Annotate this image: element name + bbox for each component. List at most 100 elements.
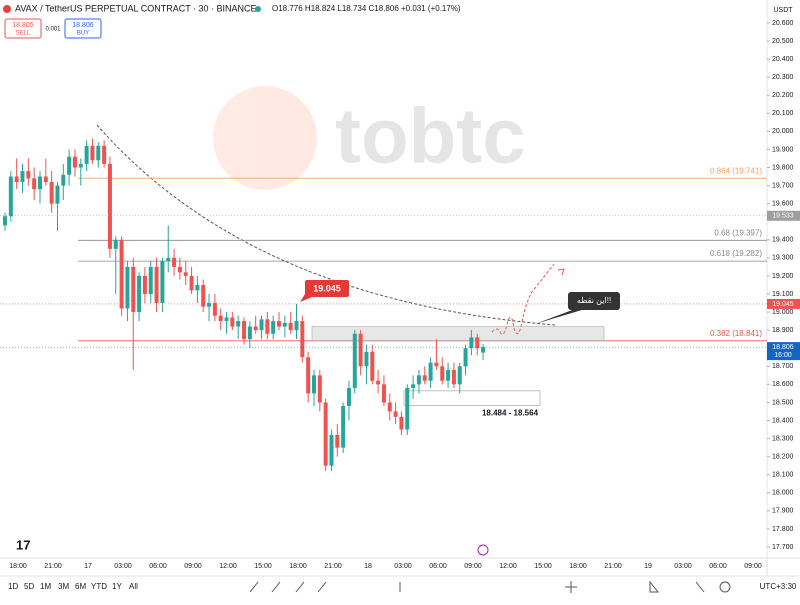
candle-body <box>346 387 351 407</box>
candle-body <box>78 163 83 168</box>
candle-body <box>119 239 124 309</box>
range-button[interactable]: 3M <box>58 582 69 591</box>
candle-body <box>131 266 136 313</box>
watermark: tobtc <box>213 86 526 190</box>
candle-body <box>154 266 159 304</box>
y-tick-label: 20.200 <box>772 92 794 99</box>
y-tick-label: 19.300 <box>772 255 794 262</box>
candle-body <box>469 337 474 349</box>
drawing-tool[interactable] <box>317 581 327 593</box>
candle-body <box>481 347 486 353</box>
candle-body <box>446 369 451 381</box>
y-tick-label: 18.700 <box>772 363 794 370</box>
candle-body <box>212 303 217 316</box>
candle-body <box>306 357 311 394</box>
candle-body <box>142 275 147 295</box>
peak-callout <box>305 279 349 297</box>
candle-body <box>183 272 188 276</box>
candle-body <box>224 317 229 322</box>
range-button[interactable]: 1Y <box>112 582 122 591</box>
range-button[interactable]: YTD <box>91 582 107 591</box>
candle-body <box>405 387 410 430</box>
candle-body <box>67 156 72 175</box>
candle-body <box>8 176 13 217</box>
candle-body <box>399 416 404 430</box>
y-tick-label: 18.200 <box>772 453 794 460</box>
drawing-tool[interactable] <box>295 581 305 593</box>
currency: USDT <box>773 7 793 14</box>
candle-body <box>242 321 247 340</box>
candle-body <box>451 369 456 385</box>
ohlc: O18.776 H18.824 L18.734 C18.806 +0.031 (… <box>272 4 461 13</box>
candle-body <box>195 284 200 291</box>
fib-label: 0.382 (18.841) <box>710 329 762 338</box>
spread: 0.001 <box>45 27 61 33</box>
range-button[interactable]: 5D <box>24 582 34 591</box>
buy-button[interactable] <box>64 18 102 39</box>
drawing-tool[interactable] <box>719 581 731 593</box>
candle-body <box>218 315 223 322</box>
countdown: 16:00 <box>774 352 792 359</box>
y-tick-label: 17.800 <box>772 526 794 533</box>
y-tick-label: 19.400 <box>772 237 794 244</box>
candle-body <box>137 275 142 313</box>
x-tick-label: 18 <box>364 563 372 570</box>
x-tick-label: 18:00 <box>289 563 307 570</box>
range-button[interactable]: All <box>129 582 138 591</box>
event-icon <box>477 544 489 556</box>
candle-body <box>335 434 340 448</box>
candle-body <box>3 216 7 226</box>
symbol-icon <box>3 5 11 13</box>
drawing-tool[interactable] <box>249 581 259 593</box>
y-tick-label: 19.200 <box>772 273 794 280</box>
sell-button[interactable] <box>4 18 42 39</box>
candle-body <box>370 351 375 381</box>
y-tick-label: 19.600 <box>772 200 794 207</box>
candle-body <box>55 185 60 204</box>
drawing-tool[interactable] <box>271 581 281 593</box>
y-tick-label: 18.100 <box>772 472 794 479</box>
price-tag-label: 18.806 <box>772 344 794 351</box>
drawing-tool[interactable] <box>565 581 577 593</box>
x-tick-label: 09:00 <box>744 563 762 570</box>
candle-body <box>329 434 334 466</box>
target-box <box>403 390 541 406</box>
y-tick-label: 20.100 <box>772 110 794 117</box>
buy-label: BUY <box>77 31 89 37</box>
y-tick-label: 20.500 <box>772 38 794 45</box>
x-tick-label: 06:00 <box>709 563 727 570</box>
y-tick-label: 20.600 <box>772 20 794 27</box>
buy-price: 18.806 <box>72 22 94 29</box>
y-tick-label: 20.300 <box>772 74 794 81</box>
candle-body <box>247 326 252 340</box>
candle-body <box>294 321 299 331</box>
x-tick-label: 15:00 <box>254 563 272 570</box>
x-tick-label: 12:00 <box>499 563 517 570</box>
projection-arrow <box>557 268 565 276</box>
candle-body <box>311 375 316 394</box>
candle-body <box>177 266 182 273</box>
candle-body <box>90 145 95 161</box>
peak-callout-label: 19.045 <box>313 283 341 293</box>
candle-body <box>26 171 31 179</box>
candle-body <box>376 380 381 385</box>
x-tick-label: 12:00 <box>219 563 237 570</box>
price-tag-label: 19.045 <box>772 301 794 308</box>
candle-body <box>434 362 439 367</box>
range-button[interactable]: 1D <box>8 582 18 591</box>
watermark-text: tobtc <box>335 92 526 180</box>
peak-pointer <box>300 293 312 302</box>
y-tick-label: 19.800 <box>772 164 794 171</box>
range-button[interactable]: 6M <box>75 582 86 591</box>
drawing-tool[interactable] <box>695 581 705 593</box>
x-tick-label: 21:00 <box>604 563 622 570</box>
range-button[interactable]: 1M <box>40 582 51 591</box>
x-tick-label: 09:00 <box>184 563 202 570</box>
candle-body <box>148 266 153 295</box>
drawing-tool[interactable] <box>649 580 660 593</box>
tv-logo: 17 <box>16 537 30 552</box>
candle-body <box>160 261 165 304</box>
y-tick-label: 18.300 <box>772 435 794 442</box>
candle-body <box>14 176 19 182</box>
